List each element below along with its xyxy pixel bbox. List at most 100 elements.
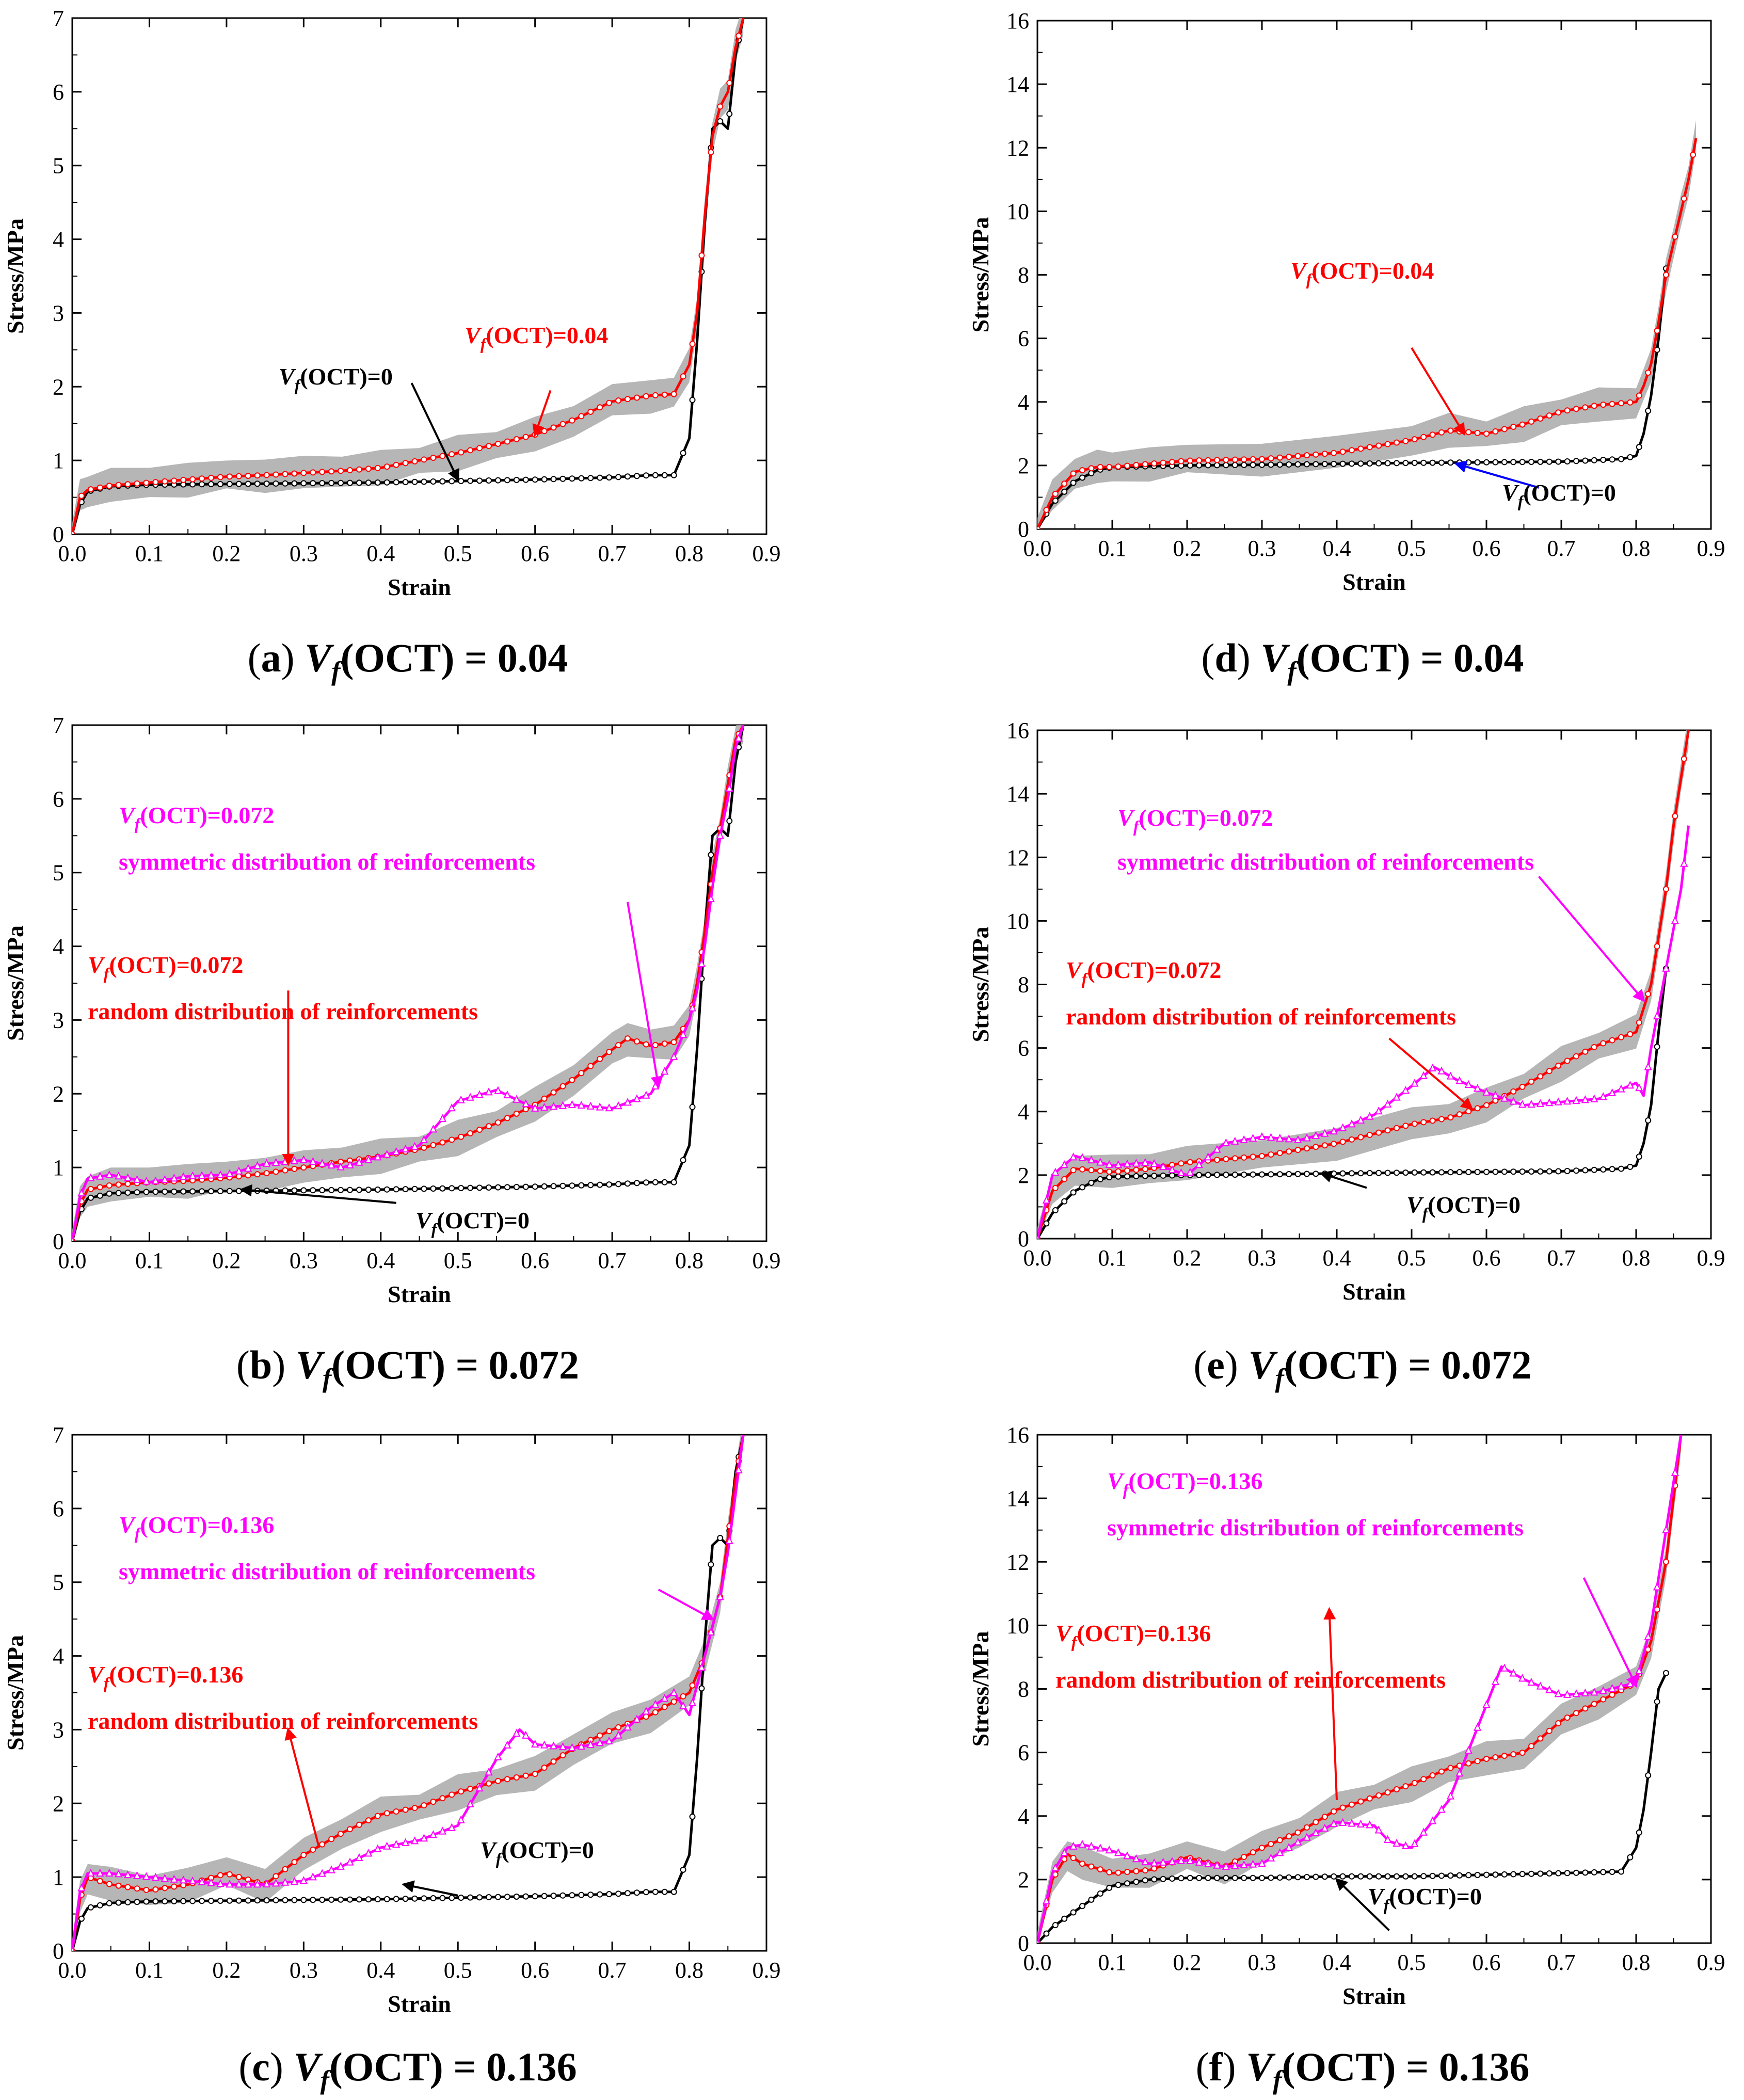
data-point <box>338 479 344 486</box>
data-point <box>1627 1163 1634 1170</box>
data-point <box>1321 1814 1328 1820</box>
data-point <box>123 1173 132 1181</box>
data-point <box>606 399 613 406</box>
data-point <box>1384 1873 1391 1880</box>
data-point <box>105 1868 114 1877</box>
data-point <box>614 1101 622 1110</box>
y-tick-label: 4 <box>53 227 64 252</box>
data-point <box>1339 448 1346 455</box>
data-point <box>1492 459 1499 466</box>
data-point <box>504 1115 510 1121</box>
data-point <box>1464 1745 1473 1754</box>
data-point <box>355 1853 363 1861</box>
data-point <box>615 1181 622 1188</box>
data-point <box>402 479 409 486</box>
x-tick-label: 0.1 <box>1098 536 1127 561</box>
data-point <box>393 1186 399 1193</box>
y-tick-label: 5 <box>53 153 64 179</box>
data-point <box>449 1185 455 1192</box>
data-point <box>1555 409 1562 416</box>
data-point <box>1241 456 1247 463</box>
data-point <box>1492 1754 1499 1760</box>
data-point <box>586 1740 595 1748</box>
data-point <box>226 480 233 487</box>
data-point <box>1438 1768 1445 1775</box>
y-tick-label: 4 <box>1018 1804 1029 1829</box>
data-point <box>625 1890 631 1897</box>
data-point <box>1267 1853 1275 1862</box>
data-point <box>1591 1166 1597 1173</box>
data-point <box>356 479 362 486</box>
y-tick-label: 3 <box>53 1717 64 1742</box>
data-point <box>1115 1173 1122 1180</box>
y-axis-label: Stress/MPa <box>967 1631 994 1746</box>
data-point <box>550 1183 557 1190</box>
error-band <box>72 18 744 534</box>
caption-part: (OCT) = 0.04 <box>1296 635 1524 680</box>
data-point <box>1133 462 1140 469</box>
annotation-label: Vf(OCT)=0.04 <box>465 322 608 353</box>
x-tick-label: 0.0 <box>1023 536 1052 561</box>
data-point <box>1241 1154 1247 1161</box>
data-point <box>1115 1882 1122 1888</box>
data-point <box>1636 1829 1642 1836</box>
data-point <box>1106 1884 1113 1891</box>
data-point <box>1537 1073 1544 1080</box>
caption-part: ) <box>272 1342 296 1387</box>
data-point <box>1061 1198 1068 1205</box>
data-point <box>1214 1157 1220 1163</box>
data-point <box>1608 1684 1617 1692</box>
data-point <box>1250 461 1256 468</box>
data-point <box>457 1095 465 1103</box>
data-point <box>1115 463 1122 470</box>
annotation-label: Vf(OCT)=0.04 <box>1290 258 1434 288</box>
x-tick-label: 0.1 <box>135 541 164 566</box>
data-point <box>522 1106 529 1113</box>
data-point <box>262 1879 271 1888</box>
data-point <box>217 1897 223 1904</box>
data-point <box>411 1805 418 1812</box>
annotation-arrow <box>1388 1037 1474 1110</box>
data-point <box>503 1740 511 1749</box>
data-point <box>1124 1167 1130 1174</box>
data-point <box>72 1946 75 1951</box>
data-point <box>1375 442 1382 449</box>
data-point <box>1519 1083 1526 1090</box>
data-point <box>1573 1869 1579 1876</box>
data-point <box>1581 1095 1590 1103</box>
data-point <box>1411 1079 1419 1087</box>
caption-f: (f) Vf(OCT) = 0.136 <box>975 2044 1744 2096</box>
data-point <box>1222 1138 1230 1146</box>
data-point <box>716 831 724 839</box>
data-point <box>1366 1132 1373 1139</box>
data-point <box>707 1627 715 1636</box>
data-point <box>310 469 316 476</box>
data-point <box>1141 1857 1149 1866</box>
y-tick-label: 16 <box>1006 718 1029 743</box>
y-tick-label: 4 <box>1018 390 1029 415</box>
data-point <box>1465 1760 1472 1767</box>
data-point <box>1402 460 1409 467</box>
data-point <box>1527 1677 1535 1686</box>
caption-part: f <box>331 656 341 686</box>
data-point <box>1572 1689 1580 1697</box>
data-point <box>1339 1139 1346 1145</box>
data-point <box>327 1160 335 1169</box>
x-axis-label: Strain <box>388 1281 451 1307</box>
data-point <box>1446 1071 1455 1080</box>
data-point <box>485 1768 493 1776</box>
data-point <box>365 479 372 486</box>
x-tick-label: 0.2 <box>212 541 241 566</box>
data-point <box>569 1182 575 1189</box>
x-tick-label: 0.2 <box>1173 536 1202 561</box>
annotation-sub: f <box>496 1849 503 1868</box>
annotation-text: (OCT)=0.04 <box>1311 258 1434 284</box>
x-tick-label: 0.9 <box>753 541 781 566</box>
data-point <box>1564 458 1571 464</box>
data-point <box>1286 454 1292 460</box>
data-point <box>1069 1152 1078 1161</box>
y-tick-label: 16 <box>1006 8 1029 34</box>
data-point <box>494 1777 501 1784</box>
data-point <box>365 466 372 472</box>
data-point <box>1231 1861 1239 1869</box>
